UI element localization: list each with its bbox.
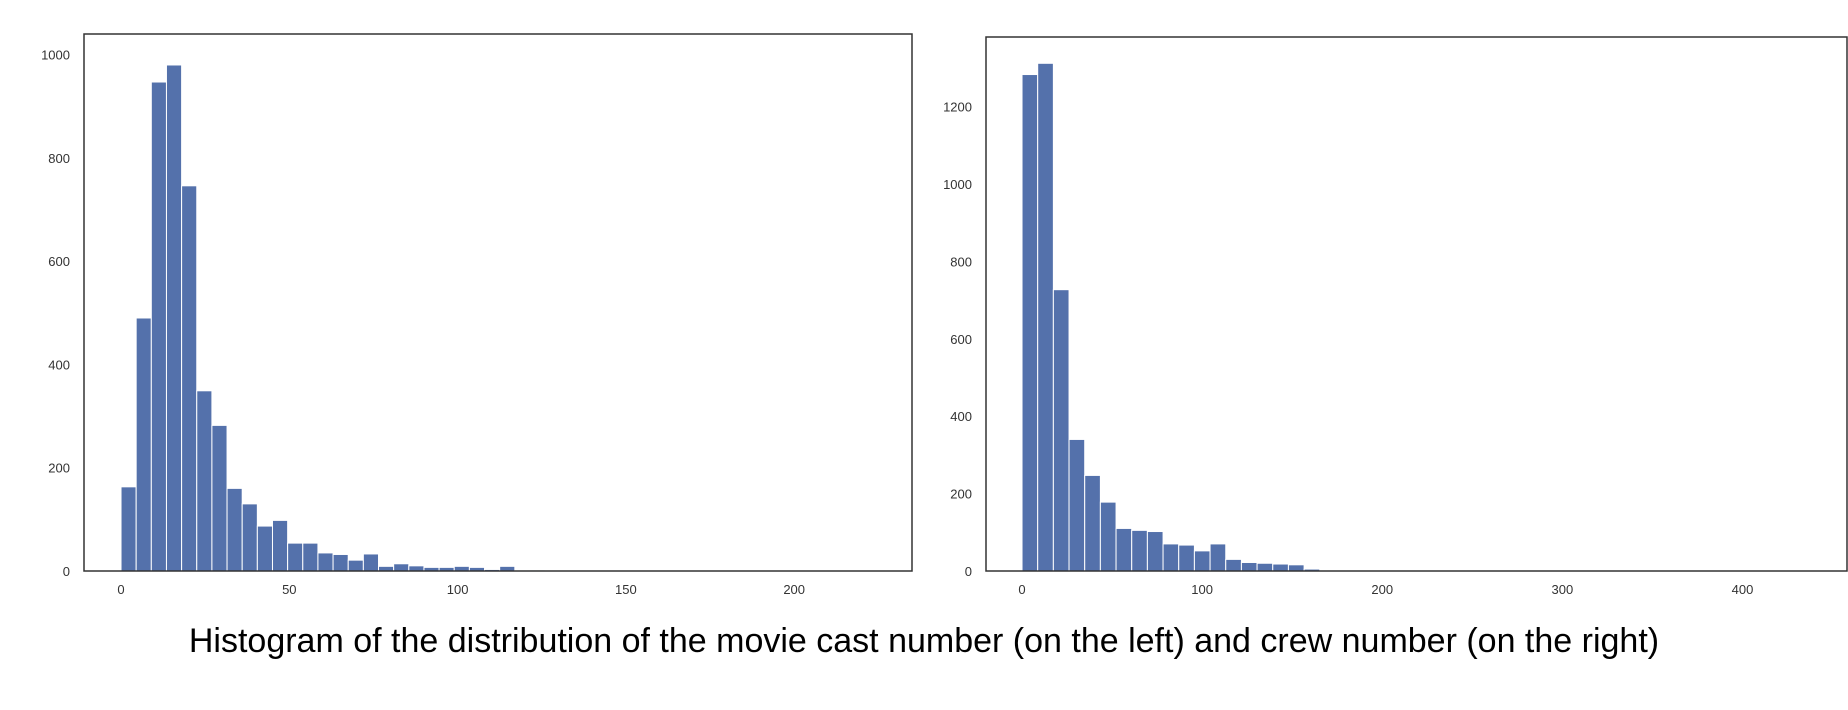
y-tick-label: 0 bbox=[965, 564, 972, 579]
histogram-bar bbox=[1131, 529, 1148, 572]
histogram-bar bbox=[332, 553, 349, 572]
y-tick-label: 200 bbox=[950, 487, 972, 502]
histogram-bar bbox=[1099, 501, 1117, 572]
histogram-bar bbox=[1021, 74, 1039, 572]
y-tick-label: 800 bbox=[48, 151, 70, 166]
histogram-bar bbox=[408, 565, 425, 572]
histogram-bar bbox=[1256, 562, 1274, 572]
histogram-bar bbox=[1052, 289, 1070, 572]
histogram-bar bbox=[226, 487, 243, 572]
cast-histogram: 0 50 100 150 200 0 200 400 600 800 1000 bbox=[41, 33, 913, 597]
y-tick-label: 600 bbox=[950, 332, 972, 347]
histogram-bar bbox=[1209, 543, 1227, 572]
histogram-bar bbox=[165, 64, 183, 572]
histogram-bar bbox=[1240, 561, 1258, 572]
crew-histogram: 0 100 200 300 400 0 200 400 600 800 1000 1200 bbox=[943, 36, 1848, 597]
histogram-bar bbox=[362, 553, 380, 572]
histogram-bar bbox=[1162, 543, 1180, 572]
y-tick-label: 600 bbox=[48, 254, 70, 269]
y-tick-label: 1200 bbox=[943, 100, 972, 115]
histogram-bar bbox=[271, 519, 289, 572]
histogram-bar bbox=[317, 552, 334, 572]
histogram-bar bbox=[211, 424, 228, 572]
histogram-bar bbox=[241, 503, 258, 572]
y-tick-label: 400 bbox=[950, 409, 972, 424]
histogram-bar bbox=[302, 542, 319, 572]
histogram-bar bbox=[1146, 531, 1164, 572]
histogram-bar bbox=[287, 542, 304, 572]
y-tick-label: 400 bbox=[48, 357, 70, 372]
histogram-bar bbox=[256, 525, 273, 572]
histogram-bar bbox=[393, 563, 410, 572]
histogram-bar bbox=[1068, 438, 1086, 572]
histogram-bar bbox=[1084, 474, 1101, 572]
histogram-bar bbox=[181, 185, 198, 572]
histogram-bar bbox=[1115, 527, 1133, 572]
x-tick-label: 100 bbox=[1191, 582, 1213, 597]
histogram-bar bbox=[135, 317, 152, 572]
x-tick-label: 50 bbox=[282, 582, 296, 597]
plot-frame bbox=[83, 33, 913, 572]
histogram-bar bbox=[1287, 564, 1305, 572]
y-tick-label: 200 bbox=[48, 461, 70, 476]
histogram-bar bbox=[120, 486, 137, 572]
x-tick-label: 200 bbox=[1371, 582, 1393, 597]
histogram-bar bbox=[347, 559, 364, 572]
y-tick-label: 1000 bbox=[41, 48, 70, 63]
histogram-bar bbox=[1272, 563, 1289, 572]
histogram-bar bbox=[196, 390, 213, 572]
x-tick-label: 300 bbox=[1552, 582, 1574, 597]
x-tick-label: 400 bbox=[1732, 582, 1754, 597]
histogram-bar bbox=[1178, 544, 1195, 572]
x-tick-label: 0 bbox=[1018, 582, 1025, 597]
x-tick-label: 0 bbox=[117, 582, 124, 597]
histogram-bar bbox=[150, 81, 167, 572]
histogram-bar bbox=[1193, 550, 1211, 572]
plot-frame bbox=[985, 36, 1848, 572]
figure-caption: Histogram of the distribution of the mov… bbox=[188, 622, 1660, 660]
y-tick-label: 800 bbox=[950, 254, 972, 269]
histogram-bar bbox=[1037, 62, 1054, 572]
x-tick-label: 100 bbox=[447, 582, 469, 597]
x-tick-label: 150 bbox=[615, 582, 637, 597]
histogram-bar bbox=[1225, 558, 1242, 572]
y-tick-label: 1000 bbox=[943, 177, 972, 192]
y-tick-label: 0 bbox=[63, 564, 70, 579]
x-tick-label: 200 bbox=[783, 582, 805, 597]
